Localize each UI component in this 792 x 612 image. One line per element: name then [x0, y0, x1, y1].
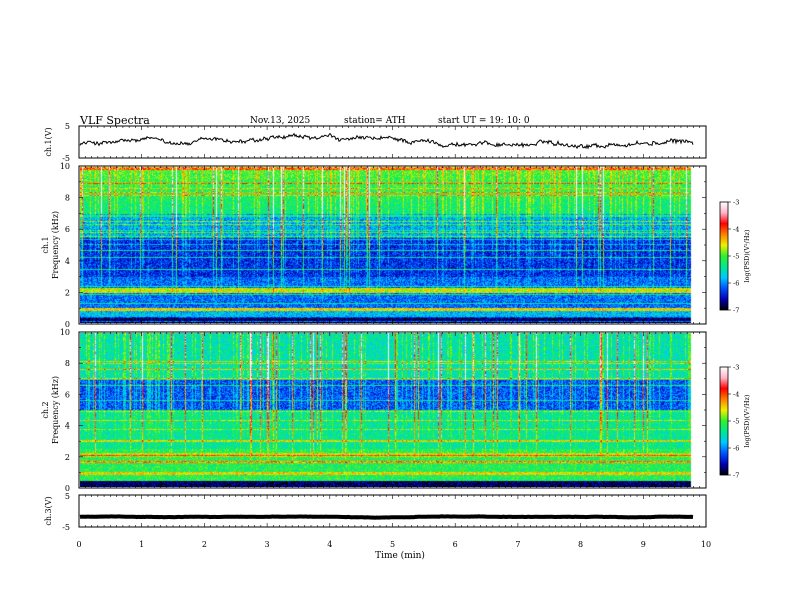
ch1-spec-ylabel: Frequency (kHz): [51, 211, 60, 279]
colorbar-tick-label: -3: [733, 364, 739, 372]
ch1-waveform-frame: [78, 125, 707, 159]
x-tick-label: 0: [76, 540, 81, 549]
x-tick-label: 1: [139, 540, 144, 549]
colorbar-tick-label: -3: [733, 199, 739, 207]
ch2-spectrogram-image: [80, 333, 692, 487]
colorbar-tick-label: -5: [733, 253, 739, 261]
colorbar-ch2-label: log(PSD)(V²/Hz): [743, 394, 751, 447]
colorbar-ch2: -3 -4 -5 -6 -7 log(PSD)(V²/Hz): [719, 364, 751, 480]
ch3-waveform-frame: [78, 494, 707, 528]
ch1-wave-ytick-bottom: -5: [62, 154, 70, 163]
date-label: Nov.13, 2025: [250, 116, 311, 126]
x-tick-label: 10: [701, 540, 711, 549]
ch1-spec-ytick-label: 0: [65, 320, 70, 329]
ch1-spec-channel-label: ch.1: [41, 236, 50, 253]
colorbar-ch1: -3 -4 -5 -6 -7 log(PSD)(V²/Hz): [719, 199, 751, 315]
colorbar-tick-label: -5: [733, 418, 739, 426]
ch1-spec-ytick-label: 10: [60, 162, 70, 171]
ch1-wave-ytick-top: 5: [65, 122, 70, 131]
ch2-spec-ylabel: Frequency (kHz): [51, 376, 60, 444]
colorbar-tick-label: -6: [733, 280, 739, 288]
station-label: station= ATH: [344, 116, 406, 126]
x-tick-label: 4: [327, 540, 332, 549]
ch2-spec-channel-label: ch.2: [41, 401, 50, 418]
ch2-spectrogram-panel: 0 2 4 6 8 10 ch.2 Frequency (kHz): [41, 328, 707, 493]
colorbar-ch2-ticks: -3 -4 -5 -6 -7: [728, 364, 739, 480]
ch2-spec-ytick-label: 8: [65, 359, 70, 368]
x-tick-label: 7: [515, 540, 520, 549]
colorbar-ch1-ticks: -3 -4 -5 -6 -7: [728, 199, 739, 315]
colorbar-ch1-label: log(PSD)(V²/Hz): [743, 229, 751, 282]
ch1-waveform-panel: 5 -5 ch.1(V): [44, 122, 707, 163]
x-tick-label: 8: [578, 540, 583, 549]
ch1-spec-ytick-label: 2: [65, 288, 70, 297]
ch3-waveform-line: [79, 514, 694, 520]
ch2-spec-ytick-label: 4: [65, 422, 70, 431]
x-tick-label: 6: [453, 540, 458, 549]
ch3-wave-ytick-top: 5: [65, 492, 70, 501]
colorbar-tick-label: -4: [733, 391, 739, 399]
x-tick-label: 2: [202, 540, 207, 549]
ch1-wave-ylabel: ch.1(V): [44, 127, 53, 156]
chart-title: VLF Spectra: [79, 114, 150, 127]
colorbar-ch2-bar: [719, 366, 729, 476]
ch1-spec-ytick-label: 4: [65, 257, 70, 266]
colorbar-ch1-bar: [719, 201, 729, 311]
ch2-spec-ytick-label: 10: [60, 328, 70, 337]
ch3-wave-ytick-bottom: -5: [62, 523, 70, 532]
ch1-spectrogram-panel: 0 2 4 6 8 10 ch.1 Frequency (kHz): [41, 162, 707, 329]
x-tick-label: 9: [641, 540, 646, 549]
ch1-spec-ytick-label: 6: [65, 225, 70, 234]
ch3-waveform-ticks: [78, 495, 707, 527]
ch2-spec-ytick-label: 2: [65, 453, 70, 462]
ch2-spec-ytick-label: 0: [65, 484, 70, 493]
colorbar-tick-label: -4: [733, 226, 739, 234]
ch1-spectrogram-axis: 0 2 4 6 8 10: [60, 162, 707, 329]
ch3-waveform-panel: 5 -5 ch.3(V): [44, 492, 707, 532]
ch3-wave-ylabel: ch.3(V): [44, 496, 53, 525]
ch1-spec-ytick-label: 8: [65, 194, 70, 203]
x-tick-label: 3: [265, 540, 270, 549]
ch1-waveform-line: [79, 132, 694, 150]
x-axis-label: Time (min): [375, 550, 425, 561]
ch2-spectrogram-axis: 0 2 4 6 8 10: [60, 328, 707, 493]
ch1-spectrogram-image: [80, 167, 692, 323]
ch2-spec-ytick-label: 6: [65, 390, 70, 399]
colorbar-tick-label: -6: [733, 445, 739, 453]
x-tick-label: 5: [390, 540, 395, 549]
colorbar-tick-label: -7: [733, 307, 739, 315]
ch1-waveform-ticks: [78, 126, 707, 158]
start-ut-label: start UT = 19: 10: 0: [438, 116, 530, 126]
colorbar-tick-label: -7: [733, 472, 739, 480]
x-axis-tick-labels: 0 1 2 3 4 5 6 7 8 9 10: [76, 540, 711, 549]
